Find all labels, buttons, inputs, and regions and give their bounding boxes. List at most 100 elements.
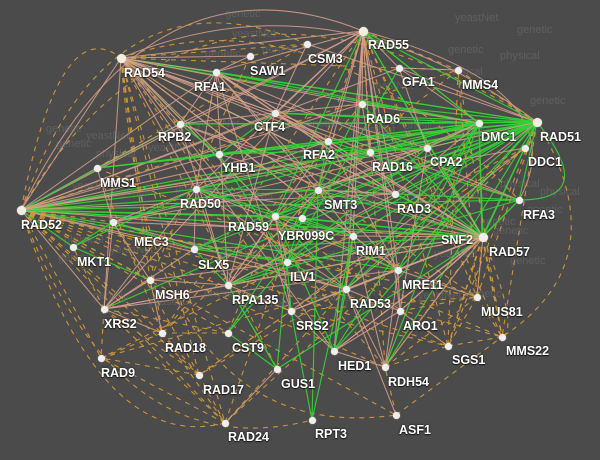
edge-physical: [112, 147, 526, 223]
graph-node-aro1[interactable]: [396, 307, 404, 315]
edge-physical: [317, 147, 428, 191]
graph-node-asf1[interactable]: [392, 411, 400, 419]
edge-physical: [179, 112, 276, 125]
edge-physical: [103, 188, 197, 310]
edge-physical: [352, 235, 399, 271]
edge-genetic: [501, 121, 538, 338]
edge-physical: [103, 221, 114, 310]
graph-node-ybr099c[interactable]: [298, 214, 306, 222]
graph-node-rad17[interactable]: [195, 371, 203, 379]
graph-node-ilv1[interactable]: [283, 258, 291, 266]
edge-physical: [398, 67, 538, 123]
graph-node-rad52[interactable]: [16, 205, 26, 215]
graph-node-rfa2[interactable]: [324, 137, 332, 145]
graph-node-rad3[interactable]: [391, 190, 399, 198]
edge-physical: [399, 236, 483, 312]
graph-node-mms4[interactable]: [454, 66, 462, 74]
edge-coexpression: [518, 121, 538, 201]
graph-node-smt3[interactable]: [314, 186, 322, 194]
graph-node-rad24[interactable]: [221, 419, 229, 427]
graph-node-saw1[interactable]: [246, 52, 254, 60]
edge-coexpression: [369, 121, 538, 153]
graph-node-dmc1[interactable]: [475, 119, 483, 127]
edge-coexpression: [227, 332, 278, 370]
graph-node-cpa2[interactable]: [423, 144, 431, 152]
edge-physical: [274, 112, 396, 195]
graph-node-mms1[interactable]: [93, 164, 101, 172]
graph-node-srs2[interactable]: [287, 307, 295, 315]
graph-node-rad53[interactable]: [342, 285, 350, 293]
graph-node-rad51[interactable]: [532, 117, 542, 127]
graph-node-rpt3[interactable]: [308, 416, 316, 424]
edge-physical: [215, 71, 229, 286]
edge-genetic: [103, 308, 226, 424]
edge-coexpression: [478, 122, 483, 238]
edge-coexpression: [179, 122, 480, 125]
edge-genetic: [100, 332, 163, 359]
graph-node-mkt1[interactable]: [69, 243, 77, 251]
edge-physical: [394, 122, 480, 195]
edge-physical: [352, 235, 484, 238]
graph-node-rad50[interactable]: [192, 185, 200, 193]
edge-coexpression: [317, 140, 329, 191]
edge-genetic: [96, 167, 503, 338]
graph-node-ddc1[interactable]: [521, 144, 529, 152]
graph-node-rpb2[interactable]: [176, 120, 184, 128]
edge-physical: [399, 147, 428, 312]
graph-node-rdh54[interactable]: [381, 363, 389, 371]
edge-genetic: [103, 308, 200, 376]
edge-curved-genetic: [20, 209, 313, 429]
edge-genetic: [362, 30, 459, 71]
graph-node-hed1[interactable]: [330, 347, 338, 355]
graph-node-rfa1[interactable]: [212, 68, 220, 76]
graph-node-rad9[interactable]: [97, 354, 105, 362]
graph-node-ctf4[interactable]: [271, 109, 279, 117]
edge-physical: [333, 236, 483, 352]
edge-genetic: [120, 57, 200, 376]
graph-node-gfa1[interactable]: [395, 64, 403, 72]
graph-node-cst9[interactable]: [224, 329, 232, 337]
edge-genetic: [447, 69, 459, 347]
edge-coexpression: [112, 122, 480, 223]
edge-curved-genetic: [120, 57, 397, 419]
edge-coexpression: [301, 217, 484, 238]
graph-node-xrs2[interactable]: [100, 305, 108, 313]
edge-physical: [362, 30, 399, 271]
graph-node-csm3[interactable]: [303, 40, 311, 48]
edge-physical: [327, 30, 364, 142]
graph-node-rad59[interactable]: [271, 212, 279, 220]
graph-node-slx5[interactable]: [190, 245, 198, 253]
graph-node-gus1[interactable]: [273, 365, 281, 373]
edge-coexpression: [227, 189, 319, 334]
edge-coexpression: [311, 235, 354, 421]
graph-node-rad54[interactable]: [116, 53, 126, 63]
graph-node-rad57[interactable]: [478, 233, 486, 241]
graph-node-mms22[interactable]: [498, 333, 506, 341]
graph-node-mre11[interactable]: [394, 266, 402, 274]
graph-node-yhb1[interactable]: [215, 150, 223, 158]
edge-physical: [120, 57, 354, 237]
graph-node-sgs1[interactable]: [444, 342, 452, 350]
graph-node-rad6[interactable]: [358, 100, 366, 108]
edge-genetic: [224, 147, 526, 424]
edge-curved-genetic: [20, 33, 538, 211]
graph-node-rfa3[interactable]: [515, 196, 523, 204]
edge-physical: [399, 310, 449, 347]
edge-physical: [96, 123, 181, 169]
graph-node-rad16[interactable]: [366, 148, 374, 156]
graph-node-rad55[interactable]: [358, 26, 368, 36]
graph-node-rpa135[interactable]: [224, 281, 232, 289]
graph-node-mec3[interactable]: [109, 218, 117, 226]
edge-physical: [20, 57, 122, 211]
edge-physical: [120, 30, 364, 59]
edge-coexpression: [20, 209, 399, 271]
graph-node-mus81[interactable]: [473, 293, 481, 301]
edge-physical: [352, 30, 364, 237]
graph-node-rim1[interactable]: [349, 232, 357, 240]
edge-genetic: [274, 215, 478, 298]
edge-coexpression: [286, 261, 347, 290]
edge-genetic: [20, 209, 292, 312]
graph-node-rad18[interactable]: [158, 329, 166, 337]
graph-node-msh6[interactable]: [146, 276, 154, 284]
